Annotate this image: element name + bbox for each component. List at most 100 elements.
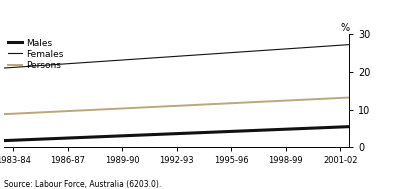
Males [338,126,343,128]
Legend: Males, Females, Persons: Males, Females, Persons [8,39,63,70]
Females [285,48,290,50]
Males [223,131,228,133]
Males [170,133,175,135]
Males [294,128,299,130]
Persons [294,99,299,101]
Persons [303,98,307,101]
Males [303,127,307,129]
Males [37,138,42,140]
Persons [179,105,183,107]
Males [64,137,68,139]
Persons [10,113,15,115]
Females [143,57,148,60]
Males [46,138,51,140]
Persons [250,101,254,103]
Males [90,136,95,138]
Females [187,54,192,57]
Females [214,53,219,55]
Females [276,48,281,50]
Persons [125,107,130,109]
Persons [81,109,86,112]
Persons [338,97,343,99]
Males [179,132,183,135]
Males [214,131,219,133]
Males [250,129,254,132]
Persons [19,112,24,114]
Persons [205,103,210,105]
Females [152,57,157,59]
Males [161,133,166,135]
Males [205,131,210,133]
Persons [285,99,290,102]
Persons [72,110,77,112]
Persons [347,96,352,99]
Females [312,46,316,48]
Females [37,64,42,67]
Females [46,64,51,66]
Persons [55,110,60,113]
Persons [90,109,95,111]
Females [81,61,86,64]
Females [205,53,210,55]
Females [108,60,113,62]
Males [81,136,86,139]
Females [347,43,352,46]
Males [241,130,245,132]
Persons [152,106,157,108]
Males [117,135,121,137]
Females [258,50,263,52]
Persons [197,104,201,106]
Females [28,65,33,67]
Persons [37,111,42,114]
Females [72,62,77,64]
Males [347,125,352,128]
Females [250,50,254,52]
Males [72,137,77,139]
Persons [170,105,175,107]
Line: Persons: Persons [4,98,349,114]
Males [19,139,24,141]
Males [276,128,281,131]
Males [99,136,104,138]
Males [258,129,263,131]
Males [2,139,6,142]
Females [19,66,24,68]
Females [170,56,175,58]
Males [232,130,237,132]
Females [161,56,166,58]
Males [152,133,157,136]
Males [320,127,325,129]
Females [294,47,299,49]
Males [285,128,290,130]
Females [64,63,68,65]
Persons [276,100,281,102]
Persons [187,104,192,106]
Males [135,134,139,136]
Males [187,132,192,134]
Females [303,46,307,49]
Females [329,45,334,47]
Females [223,52,228,54]
Persons [108,108,113,110]
Persons [320,98,325,100]
Males [197,132,201,134]
Females [99,60,104,63]
Persons [117,108,121,110]
Males [125,134,130,137]
Females [179,55,183,57]
Females [2,67,6,69]
Persons [64,110,68,112]
Text: %: % [340,23,349,33]
Females [117,59,121,61]
Females [135,58,139,60]
Persons [223,102,228,105]
Persons [28,112,33,114]
Persons [161,105,166,108]
Males [108,135,113,137]
Persons [99,108,104,111]
Females [125,58,130,61]
Persons [232,102,237,104]
Females [10,66,15,69]
Males [28,138,33,141]
Persons [329,97,334,100]
